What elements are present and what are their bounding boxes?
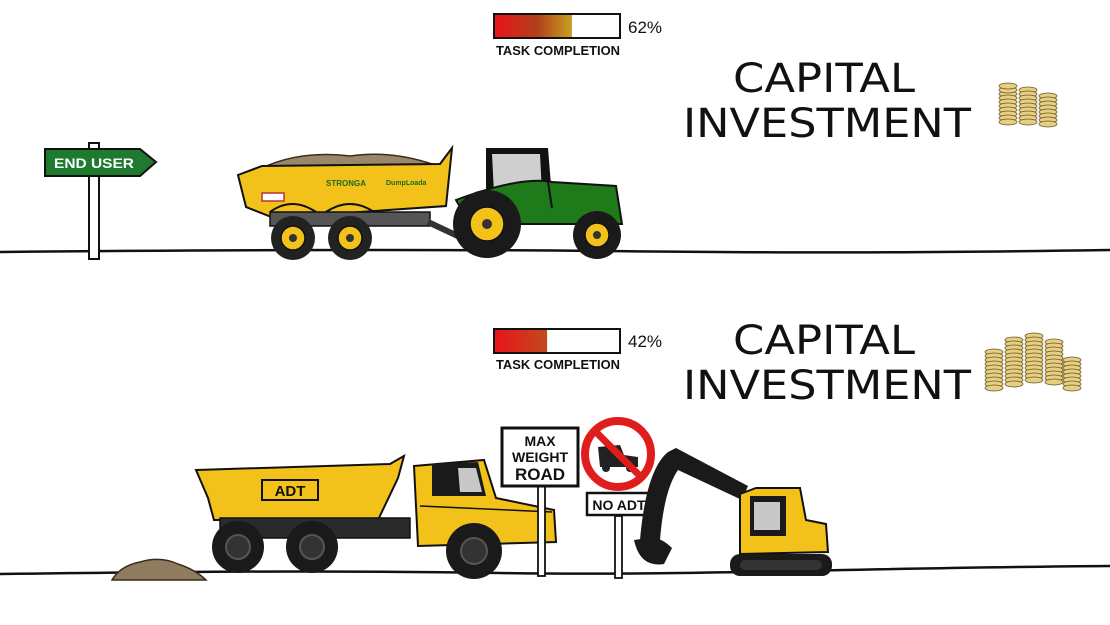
weight-sign-line2: WEIGHT <box>512 449 568 465</box>
weight-sign-line1: MAX <box>524 433 556 449</box>
green-tractor <box>454 148 624 225</box>
bottom-progress-percent: 42% <box>628 332 662 351</box>
adt-wheel-2 <box>286 521 338 573</box>
adt-wheel-1 <box>212 521 264 573</box>
weight-sign-line3: ROAD <box>515 465 565 484</box>
bottom-panel: 42% TASK COMPLETION CAPITAL INVESTMENT A… <box>0 318 1110 581</box>
top-panel: 62% TASK COMPLETION CAPITAL INVESTMENT <box>0 13 1110 260</box>
dump-trailer: STRONGA DumpLoada <box>236 144 464 241</box>
bottom-title-line2: INVESTMENT <box>683 363 972 409</box>
bottom-progress-bar: 42% TASK COMPLETION <box>493 328 662 372</box>
adt-wheel-3 <box>446 523 502 579</box>
adt-truck: ADT <box>194 453 558 548</box>
trailer-wheel-front <box>271 216 315 260</box>
top-progress-percent: 62% <box>628 18 662 37</box>
top-title-line1: CAPITAL <box>733 56 916 102</box>
bottom-progress-fill <box>495 330 548 352</box>
top-progress-bar: 62% TASK COMPLETION <box>493 13 662 58</box>
bottom-title-line1: CAPITAL <box>733 318 916 364</box>
end-user-signpost: END USER <box>44 142 158 260</box>
adt-truck-label: ADT <box>275 483 306 500</box>
no-adt-sign: NO ADT <box>581 417 655 579</box>
coin-stack-icon <box>998 82 1058 128</box>
dirt-pile <box>110 558 208 581</box>
tractor-rear-wheel <box>453 190 521 258</box>
trailer-brand-label: STRONGA <box>326 179 366 188</box>
tractor-front-wheel <box>573 211 621 259</box>
bottom-progress-caption: TASK COMPLETION <box>496 357 620 372</box>
top-progress-caption: TASK COMPLETION <box>496 43 620 58</box>
no-adt-sign-label: NO ADT <box>592 497 646 513</box>
coin-stack-icon <box>984 332 1082 392</box>
trailer-wheel-rear <box>328 216 372 260</box>
excavator <box>634 448 832 576</box>
trailer-model-label: DumpLoada <box>386 180 427 187</box>
end-user-sign-label: END USER <box>54 155 134 171</box>
max-weight-road-sign: MAX WEIGHT ROAD <box>500 426 580 577</box>
top-ground-line <box>0 248 1110 254</box>
no-truck-icon <box>591 427 645 481</box>
top-progress-fill <box>495 15 572 37</box>
top-title-line2: INVESTMENT <box>683 101 972 147</box>
